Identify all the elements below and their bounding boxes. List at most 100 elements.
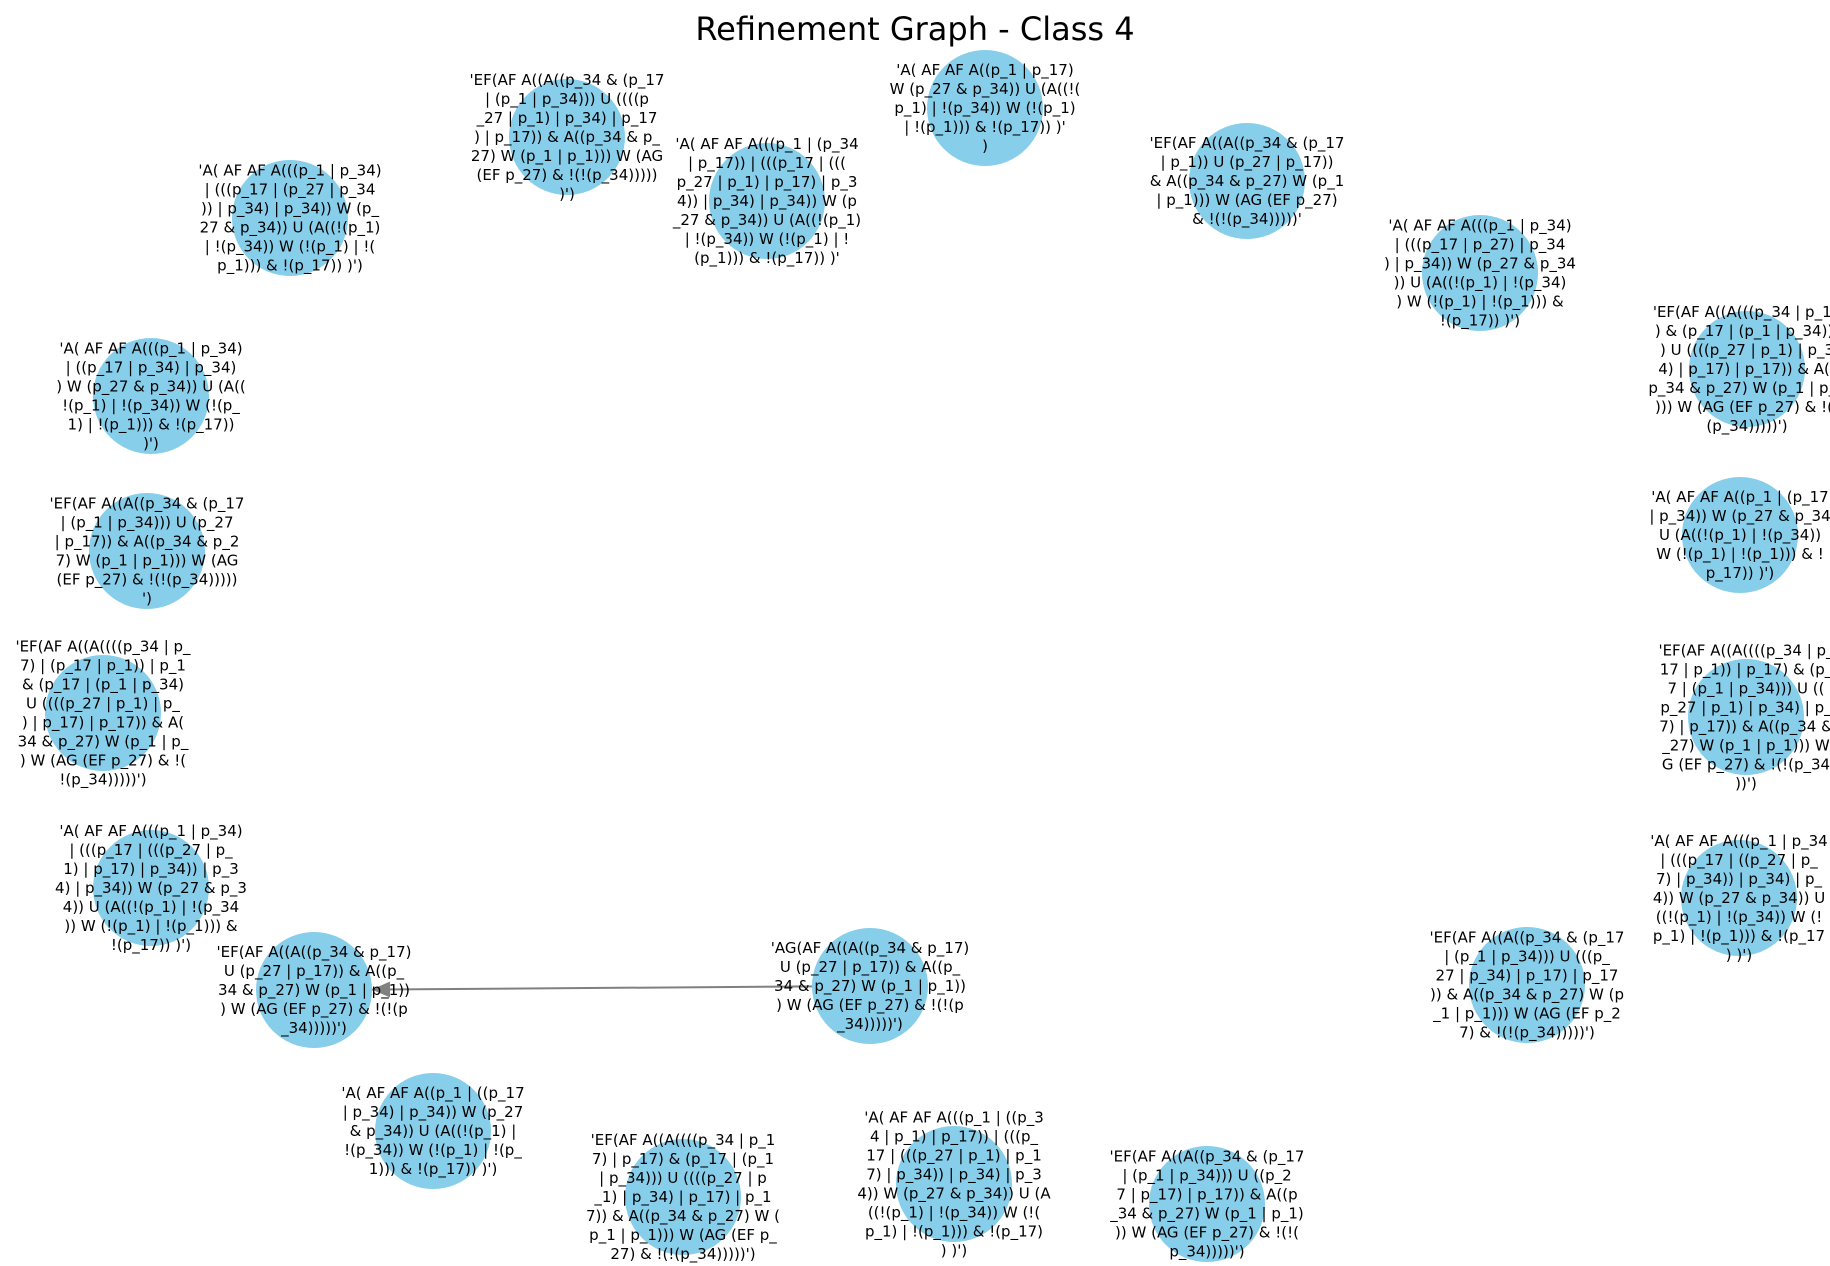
node-label-line: 'EF(AF A((A((p_34 & (p_17 bbox=[1430, 929, 1625, 948]
node-label-line: 'AG(AF A((A((p_34 & p_17) bbox=[771, 939, 970, 958]
node-label-line: p_1) | !(p_1))) & !(p_17 bbox=[1653, 927, 1825, 946]
node-label-line: | (p_1 | p_34))) U ((p_2 bbox=[1122, 1167, 1291, 1186]
node-label-line: | (((p_17 | p_27) | p_34 bbox=[1395, 236, 1566, 255]
node-label-line: )) & A((p_34 & p_27) W (p bbox=[1430, 986, 1624, 1005]
node-label-line: ))') bbox=[1735, 775, 1757, 793]
node-label-line: ) W (p_27 & p_34)) U (A(( bbox=[56, 378, 246, 397]
node-circle bbox=[93, 338, 209, 454]
node-label-line: | (((p_17 | (p_27 | p_34 bbox=[205, 181, 376, 200]
node-label-line: p_1) | !(p_1))) & !(p_17) bbox=[865, 1223, 1043, 1242]
node-label-line: ) W (AG (EF p_27) & !(!(p bbox=[776, 996, 964, 1015]
node-circle bbox=[1469, 927, 1585, 1043]
node-label-line: ) bbox=[982, 137, 988, 155]
graph-node-n12: 'A( AF AF A(((p_1 | p_34| (((p_17 | ((p_… bbox=[1650, 832, 1827, 964]
node-label-line: 4)) | p_34) | p_34)) W (p bbox=[677, 192, 857, 211]
node-label-line: _27 & p_34)) U (A((!(p_1) bbox=[672, 211, 861, 230]
node-circle bbox=[896, 1126, 1012, 1242]
node-label-line: 4 | p_1) | p_17)) | (((p_ bbox=[870, 1128, 1039, 1147]
node-label-line: )) | p_34) | p_34)) W (p_ bbox=[201, 200, 379, 219]
node-circle bbox=[1681, 840, 1797, 956]
node-circle bbox=[1688, 659, 1804, 775]
node-label-line: _27 | p_1) | p_34) | p_17 bbox=[476, 109, 658, 128]
node-label-line: 34 & p_27) W (p_1 | p_ bbox=[18, 733, 189, 752]
node-label-line: )') bbox=[143, 435, 159, 453]
node-label-line: 'A( AF AF A(((p_1 | p_34) bbox=[198, 162, 381, 181]
node-label-line: 34 & p_27) W (p_1 | p_1)) bbox=[774, 977, 966, 996]
node-label-line: 4)) W (p_27 & p_34)) U (A bbox=[857, 1185, 1051, 1204]
node-label-line: | !(p_1))) & !(p_17)) )' bbox=[904, 118, 1065, 137]
node-label-line: & (p_17 | (p_1 | p_34) bbox=[22, 676, 184, 695]
node-label-line: _27) W (p_1 | p_1))) W bbox=[1661, 737, 1830, 756]
node-label-line: 'A( AF AF A((p_1 | ((p_17 bbox=[341, 1084, 524, 1103]
node-label-line: 7) | p_17)) & A((p_34 & bbox=[1659, 718, 1830, 737]
graph-node-n15: 'EF(AF A((A((p_34 & p_17)U (p_27 | p_17)… bbox=[217, 932, 412, 1048]
node-label-line: 'A( AF AF A(((p_1 | (p_34 bbox=[675, 135, 858, 154]
node-label-line: 'EF(AF A((A((p_34 & (p_17 bbox=[470, 71, 665, 90]
node-label-line: | p_17)) & A((p_34 & p_2 bbox=[55, 533, 240, 552]
node-label-line: 1))) & !(p_17)) )') bbox=[369, 1160, 498, 1179]
node-circle bbox=[509, 79, 625, 195]
node-label-line: p_1 | p_1))) W (AG (EF p_ bbox=[589, 1226, 777, 1245]
node-label-line: ) W (AG (EF p_27) & !( bbox=[20, 752, 186, 771]
node-circle bbox=[1422, 215, 1538, 331]
graph-node-n4: 'A( AF AF A(((p_1 | p_34)| (((p_17 | (p_… bbox=[198, 160, 382, 276]
node-label-line: (p_1))) & !(p_17)) )' bbox=[694, 249, 840, 268]
node-circle bbox=[89, 493, 205, 609]
graph-node-n5: 'A( AF AF A(((p_1 | p_34)| (((p_17 | p_2… bbox=[1384, 215, 1576, 331]
graph-node-n20: 'EF(AF A((A((p_34 & (p_17| (p_1 | p_34))… bbox=[1109, 1146, 1304, 1262]
node-label-line: 'EF(AF A((A((p_34 & (p_17 bbox=[50, 495, 245, 514]
node-label-line: | p_34)) W (p_27 & p_34 bbox=[1649, 507, 1830, 526]
node-label-line: | (((p_17 | ((p_27 | p_ bbox=[1660, 851, 1818, 870]
node-circle bbox=[927, 50, 1043, 166]
node-label-line: 'EF(AF A((A((p_34 & (p_17 bbox=[1110, 1148, 1305, 1167]
node-label-line: ') bbox=[142, 590, 152, 608]
graph-node-n14: 'EF(AF A((A((p_34 & (p_17| (p_1 | p_34))… bbox=[1430, 927, 1625, 1043]
node-label-line: 7) | p_17) & (p_17 | (p_1 bbox=[592, 1150, 774, 1169]
node-label-line: 4)) U (A((!(p_1) | !(p_34 bbox=[63, 898, 239, 917]
node-label-line: 'A( AF AF A(((p_1 | ((p_3 bbox=[864, 1109, 1044, 1128]
graph-node-n18: 'EF(AF A((A((((p_34 | p_17) | p_17) & (p… bbox=[586, 1131, 780, 1264]
graph-title: Refinement Graph - Class 4 bbox=[695, 10, 1134, 48]
node-label-line: 1) | !(p_1))) & !(p_17)) bbox=[68, 416, 235, 435]
node-circle bbox=[93, 830, 209, 946]
node-label-line: 17 | p_1)) | p_17) & (p_ bbox=[1660, 661, 1830, 680]
graph-node-n11: 'EF(AF A((A((((p_34 | p_7) | (p_17 | p_1… bbox=[15, 638, 191, 790]
node-label-line: W (p_27 & p_34)) U (A((!( bbox=[890, 80, 1081, 99]
node-circle bbox=[625, 1139, 741, 1255]
node-label-line: 4)) W (p_27 & p_34)) U bbox=[1653, 889, 1825, 908]
node-label-line: | (((p_17 | (((p_27 | p_ bbox=[69, 841, 233, 860]
node-label-line: ) W (AG (EF p_27) & !(!(p bbox=[220, 1000, 408, 1019]
graph-node-n2: 'A( AF AF A(((p_1 | (p_34| p_17)) | (((p… bbox=[672, 135, 861, 268]
node-label-line: 'EF(AF A((A((p_34 & p_17) bbox=[217, 943, 412, 962]
graph-node-n16: 'AG(AF A((A((p_34 & p_17)U (p_27 | p_17)… bbox=[771, 928, 970, 1044]
node-circle bbox=[375, 1073, 491, 1189]
graph-node-n0: 'A( AF AF A((p_1 | p_17)W (p_27 & p_34))… bbox=[890, 50, 1081, 166]
node-label-line: & p_34)) U (A((!(p_1) | bbox=[350, 1122, 517, 1141]
node-label-line: | p_1)) U (p_27 | p_17)) bbox=[1161, 153, 1334, 172]
node-label-line: | p_34) | p_34)) W (p_27 bbox=[343, 1103, 524, 1122]
node-circle bbox=[1682, 477, 1798, 593]
node-label-line: p_17)) )') bbox=[1706, 564, 1774, 583]
node-label-line: )') bbox=[559, 185, 575, 203]
node-label-line: p_1) | !(p_34)) W (!(p_1) bbox=[894, 99, 1075, 118]
node-label-line: p_34 & p_27) W (p_1 | p_1 bbox=[1648, 379, 1830, 398]
graph-node-n1: 'EF(AF A((A((p_34 & (p_17| (p_1 | p_34))… bbox=[470, 71, 665, 203]
node-label-line: 'A( AF AF A((p_1 | p_17) bbox=[896, 61, 1073, 80]
node-label-line: 7) & !(!(p_34)))))') bbox=[1459, 1024, 1595, 1043]
node-label-line: 7) | (p_17 | p_1)) | p_1 bbox=[20, 657, 186, 676]
node-circle bbox=[709, 143, 825, 259]
node-label-line: 7) W (p_1 | p_1))) W (AG bbox=[56, 552, 239, 571]
node-label-line: 27) & !(!(p_34)))))') bbox=[610, 1245, 755, 1264]
node-label-line: | ((p_17 | p_34) | p_34) bbox=[66, 359, 237, 378]
node-label-line: !(p_34)))))') bbox=[59, 771, 146, 790]
node-label-line: 'A( AF AF A(((p_1 | p_34 bbox=[1650, 832, 1827, 851]
graph-node-n7: 'A( AF AF A(((p_1 | p_34)| ((p_17 | p_34… bbox=[56, 338, 246, 454]
node-label-line: 'EF(AF A((A((p_34 & (p_17 bbox=[1150, 134, 1345, 153]
node-circle bbox=[1149, 1146, 1265, 1262]
node-label-line: ) )') bbox=[941, 1242, 967, 1260]
node-label-line: G (EF p_27) & !(!(p_34 bbox=[1662, 756, 1830, 775]
node-label-line: | (p_1 | p_34))) U ((((p bbox=[485, 90, 649, 109]
node-label-line: !(p_17)) )') bbox=[1440, 312, 1520, 331]
node-label-line: 7 | (p_1 | p_34))) U (( bbox=[1667, 680, 1824, 699]
node-label-line: _1) | p_34) | p_17) | p_1 bbox=[593, 1188, 771, 1207]
